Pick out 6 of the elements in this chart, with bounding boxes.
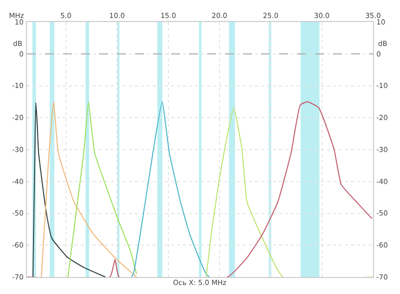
line-series — [32, 102, 106, 277]
line-series — [67, 101, 138, 277]
line-series — [27, 101, 372, 277]
line-series — [206, 107, 373, 277]
line-series — [130, 101, 210, 277]
line-series — [40, 101, 138, 277]
